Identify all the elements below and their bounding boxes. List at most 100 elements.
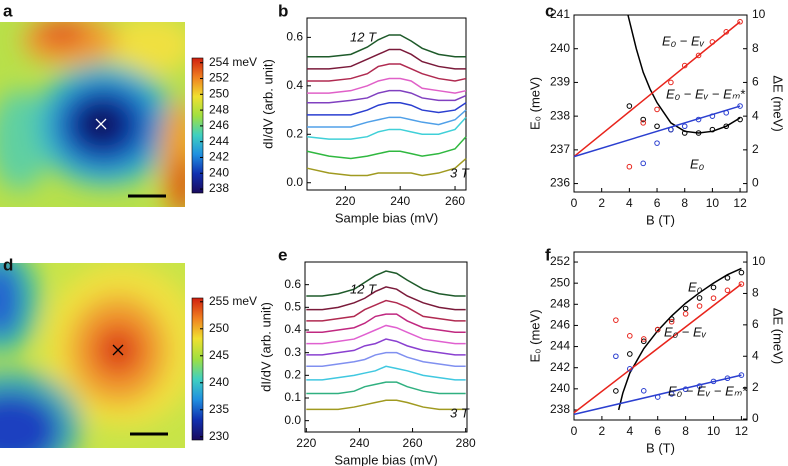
- data-point: [654, 326, 661, 333]
- data-point: [681, 130, 688, 136]
- annotation: E₀ − Eᵥ: [664, 324, 707, 339]
- annotation: E₀ − Eᵥ: [662, 33, 705, 48]
- data-line: [306, 313, 466, 334]
- data-line: [307, 34, 466, 58]
- y-axis-label: E₀ (meV): [527, 77, 542, 130]
- data-point: [682, 386, 689, 393]
- data-line: [306, 116, 467, 140]
- y-tick-label: 241: [550, 7, 570, 21]
- x-tick-label: 260: [445, 194, 465, 208]
- plot-frame: [573, 251, 748, 421]
- y-tick-label: 246: [550, 318, 570, 332]
- x-tick-label: 280: [456, 436, 476, 450]
- x-tick-label: 4: [626, 196, 633, 210]
- y-axis-label: dI/dV (arb. unit): [258, 302, 273, 392]
- x-tick-label: 0: [571, 196, 578, 210]
- y-tick-label: 242: [550, 360, 570, 374]
- data-line: [306, 324, 466, 345]
- data-point: [682, 311, 689, 317]
- annotation: E₀: [688, 279, 703, 294]
- y2-tick-label: 4: [752, 348, 759, 362]
- y2-tick-label: 8: [752, 286, 759, 300]
- y2-tick-label: 10: [752, 7, 766, 21]
- data-point: [724, 275, 731, 281]
- y2-axis-label: ΔE (meV): [771, 308, 786, 364]
- data-point: [709, 113, 716, 119]
- colorbar-tick-label: 240: [209, 375, 229, 389]
- x-tick-label: 4: [626, 424, 633, 438]
- y-tick-label: 0.0: [286, 175, 303, 189]
- data-point: [654, 394, 661, 400]
- y2-tick-label: 4: [752, 108, 759, 122]
- data-point: [654, 140, 660, 146]
- y-tick-label: 0.4: [284, 322, 301, 336]
- colorbar-tick-label: 245: [209, 348, 229, 362]
- data-point: [709, 39, 716, 45]
- data-point: [613, 317, 619, 323]
- data-point: [640, 160, 647, 167]
- x-tick-label: 6: [654, 196, 661, 210]
- data-line: [307, 109, 467, 128]
- y2-axis-label: ΔE (meV): [771, 75, 786, 131]
- plot-frame: [304, 261, 468, 433]
- colorbar-tick-label: 235: [209, 402, 229, 416]
- data-line: [306, 286, 466, 311]
- y2-tick-label: 10: [752, 254, 766, 268]
- data-line: [306, 270, 466, 297]
- map-a: [0, 22, 185, 207]
- x-tick-label: 240: [390, 194, 410, 208]
- y-tick-label: 240: [550, 381, 570, 395]
- annotation: E₀: [690, 156, 705, 171]
- colorbar-tick-label: 246: [209, 118, 229, 132]
- x-axis-label: Sample bias (mV): [335, 210, 438, 225]
- y2-tick-label: 2: [752, 142, 759, 156]
- y2-tick-label: 8: [752, 41, 759, 55]
- colorbar-tick-label: 252: [209, 71, 229, 85]
- panel-letter: e: [278, 245, 287, 264]
- y-axis-label: E₀ (meV): [527, 309, 542, 362]
- data-point: [668, 79, 674, 86]
- x-axis-label: B (T): [646, 440, 675, 455]
- plot-frame: [573, 14, 748, 193]
- data-point: [682, 305, 689, 312]
- data-point: [640, 336, 647, 342]
- y2-tick-label: 0: [752, 176, 759, 190]
- panel-letter: a: [3, 1, 13, 20]
- data-point: [695, 116, 702, 123]
- y-tick-label: 238: [550, 402, 570, 416]
- colorbar-tick-label: 250: [209, 321, 229, 335]
- colorbar-tick-label: 248: [209, 102, 229, 116]
- map-d: [0, 263, 185, 448]
- data-line: [306, 338, 466, 356]
- data-point: [696, 383, 703, 389]
- x-tick-label: 2: [599, 424, 606, 438]
- panel-letter: b: [278, 1, 288, 20]
- y-tick-label: 250: [550, 275, 570, 289]
- x-tick-label: 220: [335, 194, 355, 208]
- data-point: [695, 130, 702, 136]
- colorbar-tick-label: 242: [209, 150, 229, 164]
- y-tick-label: 240: [550, 41, 570, 55]
- data-point: [696, 295, 703, 301]
- annotation: 3 T: [450, 405, 470, 420]
- x-tick-label: 10: [707, 424, 721, 438]
- data-line: [306, 351, 466, 368]
- data-point: [681, 62, 688, 69]
- data-line: [307, 77, 467, 94]
- panel-letter: c: [545, 1, 554, 20]
- y-tick-label: 0.2: [286, 126, 303, 140]
- data-point: [723, 123, 730, 130]
- colorbar: [191, 297, 204, 441]
- data-point: [723, 109, 730, 116]
- data-point: [668, 391, 675, 397]
- panel-letter: f: [545, 245, 551, 264]
- y-tick-label: 0.2: [284, 368, 301, 382]
- colorbar-tick-label: 255 meV: [209, 294, 257, 308]
- data-point: [724, 287, 731, 294]
- data-point: [640, 387, 647, 394]
- plot-frame: [306, 17, 467, 191]
- x-tick-label: 220: [296, 436, 316, 450]
- data-line: [307, 63, 467, 82]
- data-line: [306, 157, 467, 177]
